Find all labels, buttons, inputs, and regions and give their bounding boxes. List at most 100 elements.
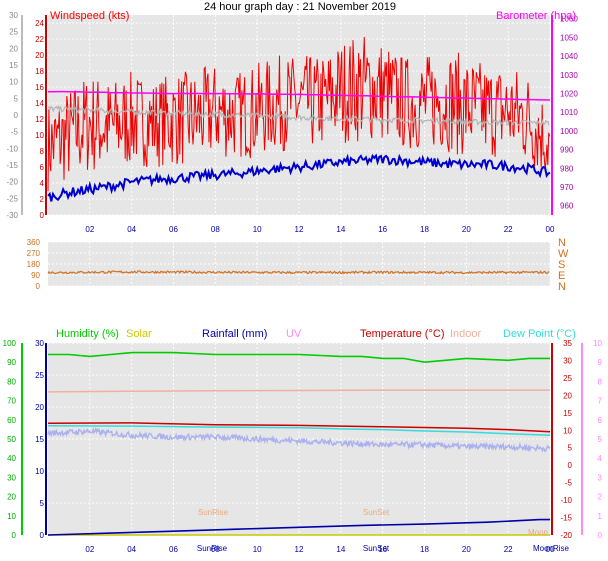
uv-tick-label: 6 xyxy=(598,416,603,425)
uv-tick-label: 0 xyxy=(598,531,603,540)
y-right-tick-label: 1020 xyxy=(560,90,578,99)
uv-tick-label: 1 xyxy=(598,512,603,521)
y-right-tick-label: 980 xyxy=(560,164,574,173)
y-left-tick-label: 25 xyxy=(9,28,18,37)
series-blue xyxy=(47,153,551,202)
rain-tick-label: 25 xyxy=(35,371,44,380)
humidity-tick-label: 90 xyxy=(7,358,16,367)
humidity-tick-label: 20 xyxy=(7,493,16,502)
x-tick-label: 10 xyxy=(253,545,262,554)
direction-tick-label: 180 xyxy=(27,260,41,269)
legend-indoor: Indoor xyxy=(450,328,482,340)
humidity-tick-label: 40 xyxy=(7,454,16,463)
series-dew-point xyxy=(47,424,551,436)
annotation-label: SunRise xyxy=(197,544,228,553)
rain-tick-label: 15 xyxy=(35,435,44,444)
y-inner-tick-label: 0 xyxy=(40,211,45,220)
series-direction xyxy=(47,270,550,275)
chart-title: 24 hour graph day : 21 November 2019 xyxy=(204,1,396,13)
y-right-tick-label: 1010 xyxy=(560,108,578,117)
rain-tick-label: 10 xyxy=(35,467,44,476)
x-tick-label: 22 xyxy=(504,545,513,554)
rain-tick-label: 20 xyxy=(35,403,44,412)
temperature-tick-label: -5 xyxy=(565,479,573,488)
y-right-tick-label: 1000 xyxy=(560,127,578,136)
x-tick-label: 06 xyxy=(169,545,178,554)
legend-humidity: Humidity (%) xyxy=(56,328,119,340)
x-tick-label: 20 xyxy=(462,545,471,554)
y-right-tick-label: 960 xyxy=(560,202,574,211)
x-tick-label: 22 xyxy=(504,225,513,234)
series-humidity xyxy=(48,351,550,364)
x-tick-label: 04 xyxy=(127,545,136,554)
x-tick-label: 12 xyxy=(295,225,304,234)
y-left-tick-label: -25 xyxy=(6,194,18,203)
uv-tick-label: 8 xyxy=(598,377,603,386)
y-inner-tick-label: 6 xyxy=(40,163,45,172)
direction-tick-label: 90 xyxy=(31,271,40,280)
x-tick-label: 18 xyxy=(420,225,429,234)
series-lavender xyxy=(47,426,551,453)
direction-tick-label: 360 xyxy=(27,238,41,247)
x-tick-label: 04 xyxy=(127,225,136,234)
humidity-tick-label: 100 xyxy=(3,339,17,348)
humidity-tick-label: 10 xyxy=(7,512,16,521)
legend-windspeed: Windspeed (kts) xyxy=(50,10,129,22)
legend-dew_point: Dew Point (°C) xyxy=(503,328,576,340)
compass-label: N xyxy=(558,281,566,293)
y-inner-tick-label: 4 xyxy=(40,179,45,188)
rain-tick-label: 5 xyxy=(40,499,45,508)
series-barometer xyxy=(48,90,551,101)
annotation-label: MoonRise xyxy=(533,544,570,553)
compass-label: W xyxy=(558,248,569,260)
temperature-tick-label: 5 xyxy=(568,444,573,453)
y-left-tick-label: 15 xyxy=(9,61,18,70)
legend-rainfall: Rainfall (mm) xyxy=(202,328,267,340)
series-temperature xyxy=(47,422,551,433)
temperature-tick-label: 15 xyxy=(563,409,572,418)
axes-layer xyxy=(21,15,583,535)
legend-uv: UV xyxy=(286,328,302,340)
y-right-tick-label: 1030 xyxy=(560,71,578,80)
series-grey xyxy=(47,104,550,127)
y-inner-tick-label: 12 xyxy=(35,115,44,124)
series-rainfall xyxy=(47,518,550,536)
y-left-tick-label: 30 xyxy=(9,11,18,20)
x-tick-label: 08 xyxy=(211,545,220,554)
y-inner-tick-label: 2 xyxy=(40,195,45,204)
y-left-tick-label: -30 xyxy=(6,211,18,220)
temperature-tick-label: -20 xyxy=(560,531,572,540)
x-tick-label: 20 xyxy=(462,225,471,234)
x-tick-label: 02 xyxy=(85,545,94,554)
temperature-tick-label: 0 xyxy=(568,461,573,470)
x-tick-label: 14 xyxy=(336,545,345,554)
compass-label: N xyxy=(558,237,566,249)
uv-tick-label: 10 xyxy=(593,339,602,348)
temperature-tick-label: -10 xyxy=(560,496,572,505)
uv-tick-label: 3 xyxy=(598,473,603,482)
uv-tick-label: 9 xyxy=(598,358,603,367)
x-tick-label: 16 xyxy=(378,545,387,554)
series-indoor xyxy=(47,389,550,393)
temperature-tick-label: 10 xyxy=(563,426,572,435)
y-right-tick-label: 1050 xyxy=(560,33,578,42)
x-tick-label: 02 xyxy=(85,225,94,234)
humidity-tick-label: 60 xyxy=(7,416,16,425)
y-left-tick-label: -15 xyxy=(6,161,18,170)
uv-tick-label: 7 xyxy=(598,397,603,406)
y-inner-tick-label: 20 xyxy=(35,51,44,60)
x-tick-label: 06 xyxy=(169,225,178,234)
x-tick-label: 18 xyxy=(420,545,429,554)
y-inner-tick-label: 14 xyxy=(35,99,44,108)
x-tick-label: 00 xyxy=(546,225,555,234)
x-tick-label: 00 xyxy=(546,545,555,554)
series-layer xyxy=(47,36,551,536)
compass-label: S xyxy=(558,259,565,271)
annotation-label: Moon xyxy=(528,528,548,537)
y-inner-tick-label: 8 xyxy=(40,147,45,156)
humidity-tick-label: 80 xyxy=(7,377,16,386)
legend-solar: Solar xyxy=(126,328,152,340)
y-left-tick-label: 5 xyxy=(14,94,19,103)
uv-tick-label: 2 xyxy=(598,493,603,502)
x-tick-label: 12 xyxy=(295,545,304,554)
